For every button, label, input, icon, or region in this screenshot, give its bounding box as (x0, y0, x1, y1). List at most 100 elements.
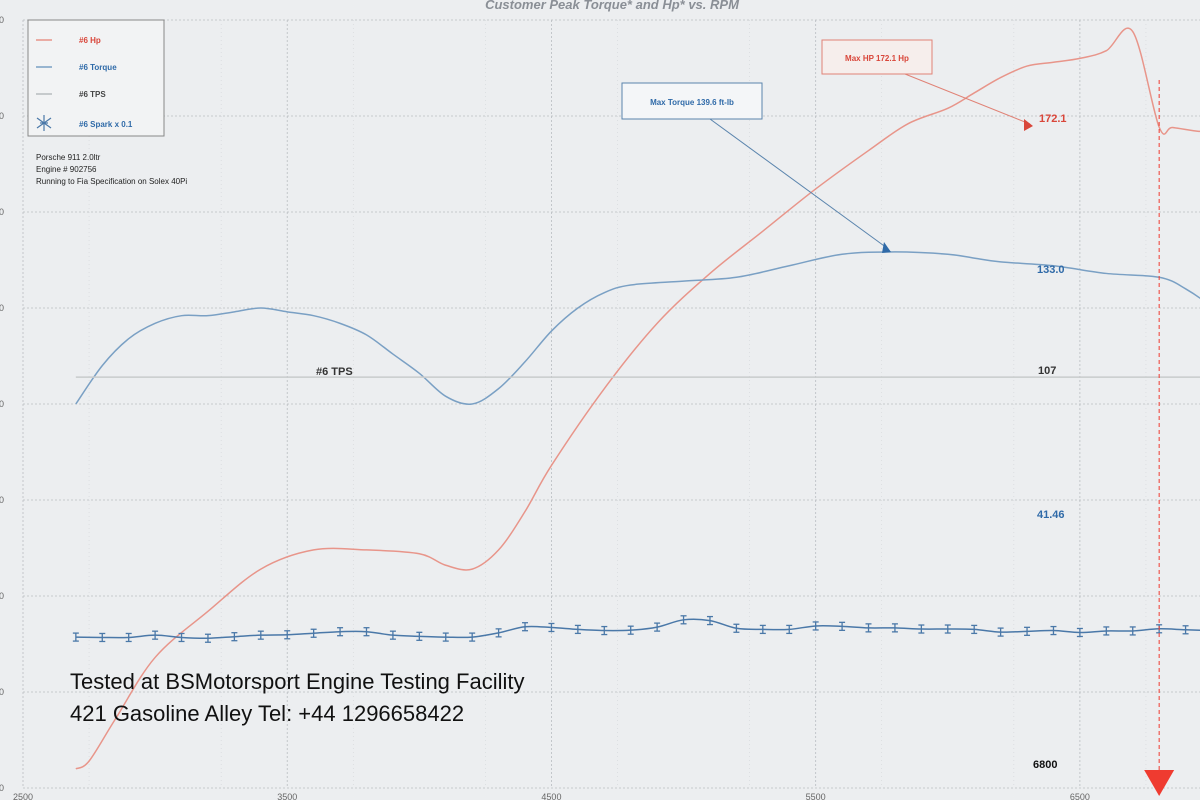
spark-value-label: 41.46 (1037, 509, 1065, 521)
legend-item-tps: #6 TPS (36, 90, 106, 99)
y-tick-label: 150.0 (0, 207, 4, 217)
spark-point (1103, 626, 1110, 636)
tps-line-label: #6 TPS (316, 366, 353, 378)
y-tick-label: 75.0 (0, 495, 4, 505)
spark-point (99, 632, 106, 643)
spark-point (548, 622, 555, 633)
torque-series-line (75, 251, 1200, 405)
y-tick-label: 200.0 (0, 15, 4, 25)
y-tick-label: 100.0 (0, 399, 4, 409)
footer-line-2: 421 Gasoline Alley Tel: +44 1296658422 (70, 701, 464, 726)
max-hp-callout: Max HP 172.1 Hp (821, 39, 1033, 131)
x-axis-ticks: 250035004500550065007000 (13, 792, 1090, 800)
spark-point (522, 622, 529, 632)
legend-swatch-spark (36, 115, 52, 131)
legend-label-torque: #6 Torque (79, 63, 117, 72)
y-tick-label: 0.0 (0, 783, 4, 793)
legend-label-hp: #6 Hp (79, 36, 101, 45)
spark-point (178, 632, 185, 643)
spark-point (944, 624, 951, 634)
spark-point (1129, 626, 1136, 636)
spark-point (891, 623, 898, 633)
spark-point (416, 631, 423, 641)
max-torque-pointer (709, 118, 888, 249)
spark-point (706, 615, 713, 626)
spark-point (680, 615, 687, 625)
spark-point (574, 624, 581, 635)
spark-point (469, 632, 476, 642)
spark-point (310, 628, 317, 638)
spark-point (1076, 627, 1083, 638)
chart-title: Customer Peak Torque* and Hp* vs. RPM (485, 0, 740, 12)
spark-point (918, 624, 925, 634)
spark-point (997, 627, 1004, 637)
spark-point (733, 623, 740, 633)
spark-point (337, 627, 344, 637)
x-tick-label: 5500 (806, 792, 826, 800)
spark-point (363, 627, 370, 637)
rpm-marker-label: 6800 (1033, 759, 1057, 771)
tps-value-label: 107 (1038, 365, 1056, 377)
hp-series-line (75, 27, 1200, 770)
max-hp-text: Max HP 172.1 Hp (845, 54, 909, 63)
max-hp-box (821, 39, 933, 75)
spark-point (284, 630, 291, 640)
y-tick-label: 25.0 (0, 687, 4, 697)
legend-label-spark: #6 Spark x 0.1 (79, 120, 133, 129)
rpm-marker-triangle (1144, 770, 1175, 796)
spark-point (204, 633, 211, 643)
spark-point (231, 632, 238, 642)
legend-item-hp: #6 Hp (36, 36, 101, 45)
legend-item-torque: #6 Torque (36, 63, 117, 72)
torque-series (75, 251, 1200, 405)
legend-label-tps: #6 TPS (79, 90, 106, 99)
x-tick-label: 6500 (1070, 792, 1090, 800)
y-tick-label: 125.0 (0, 303, 4, 313)
spark-point (971, 624, 978, 635)
spark-point (601, 625, 608, 636)
torque-value-label: 133.0 (1037, 264, 1065, 276)
note-line-3: Running to Fia Specification on Solex 40… (36, 177, 187, 186)
spark-point (865, 623, 872, 633)
spark-point (495, 628, 502, 638)
engine-notes: Porsche 911 2.0ltr Engine # 902756 Runni… (36, 153, 187, 186)
spark-point (759, 624, 766, 635)
note-line-2: Engine # 902756 (36, 165, 97, 174)
spark-point (1050, 625, 1057, 636)
y-tick-label: 50.0 (0, 591, 4, 601)
spark-point (389, 630, 396, 640)
y-tick-label: 175.0 (0, 111, 4, 121)
footer: Tested at BSMotorsport Engine Testing Fa… (70, 669, 524, 726)
spark-point (125, 632, 132, 643)
spark-point (786, 624, 793, 635)
spark-point (654, 622, 661, 632)
max-hp-arrowhead (1024, 119, 1033, 131)
footer-line-1: Tested at BSMotorsport Engine Testing Fa… (70, 669, 524, 694)
spark-point (72, 632, 79, 642)
spark-point (442, 632, 449, 642)
grid (22, 19, 1200, 789)
spark-point (1182, 625, 1189, 635)
spark-point (152, 630, 159, 640)
max-torque-box (621, 82, 763, 120)
spark-point (1024, 626, 1031, 636)
x-tick-label: 2500 (13, 792, 33, 800)
series (72, 27, 1200, 770)
note-line-1: Porsche 911 2.0ltr (36, 153, 101, 162)
max-torque-callout: Max Torque 139.6 ft-lb (621, 82, 891, 253)
x-tick-label: 3500 (277, 792, 297, 800)
x-tick-label: 4500 (541, 792, 561, 800)
hp-series (75, 27, 1200, 770)
spark-series (72, 615, 1200, 643)
hp-value-label: 172.1 (1039, 113, 1067, 125)
spark-point (839, 621, 846, 631)
y-axis-ticks: 0.0 25.0 50.0 75.0 100.0 125.0 150.0 175.0 200.0 (0, 15, 4, 793)
spark-point (812, 621, 819, 631)
legend: #6 Hp #6 Torque #6 TPS #6 Spark x 0.1 (27, 19, 165, 137)
spark-point (257, 630, 264, 640)
max-torque-text: Max Torque 139.6 ft-lb (650, 98, 734, 107)
spark-point (627, 625, 634, 635)
